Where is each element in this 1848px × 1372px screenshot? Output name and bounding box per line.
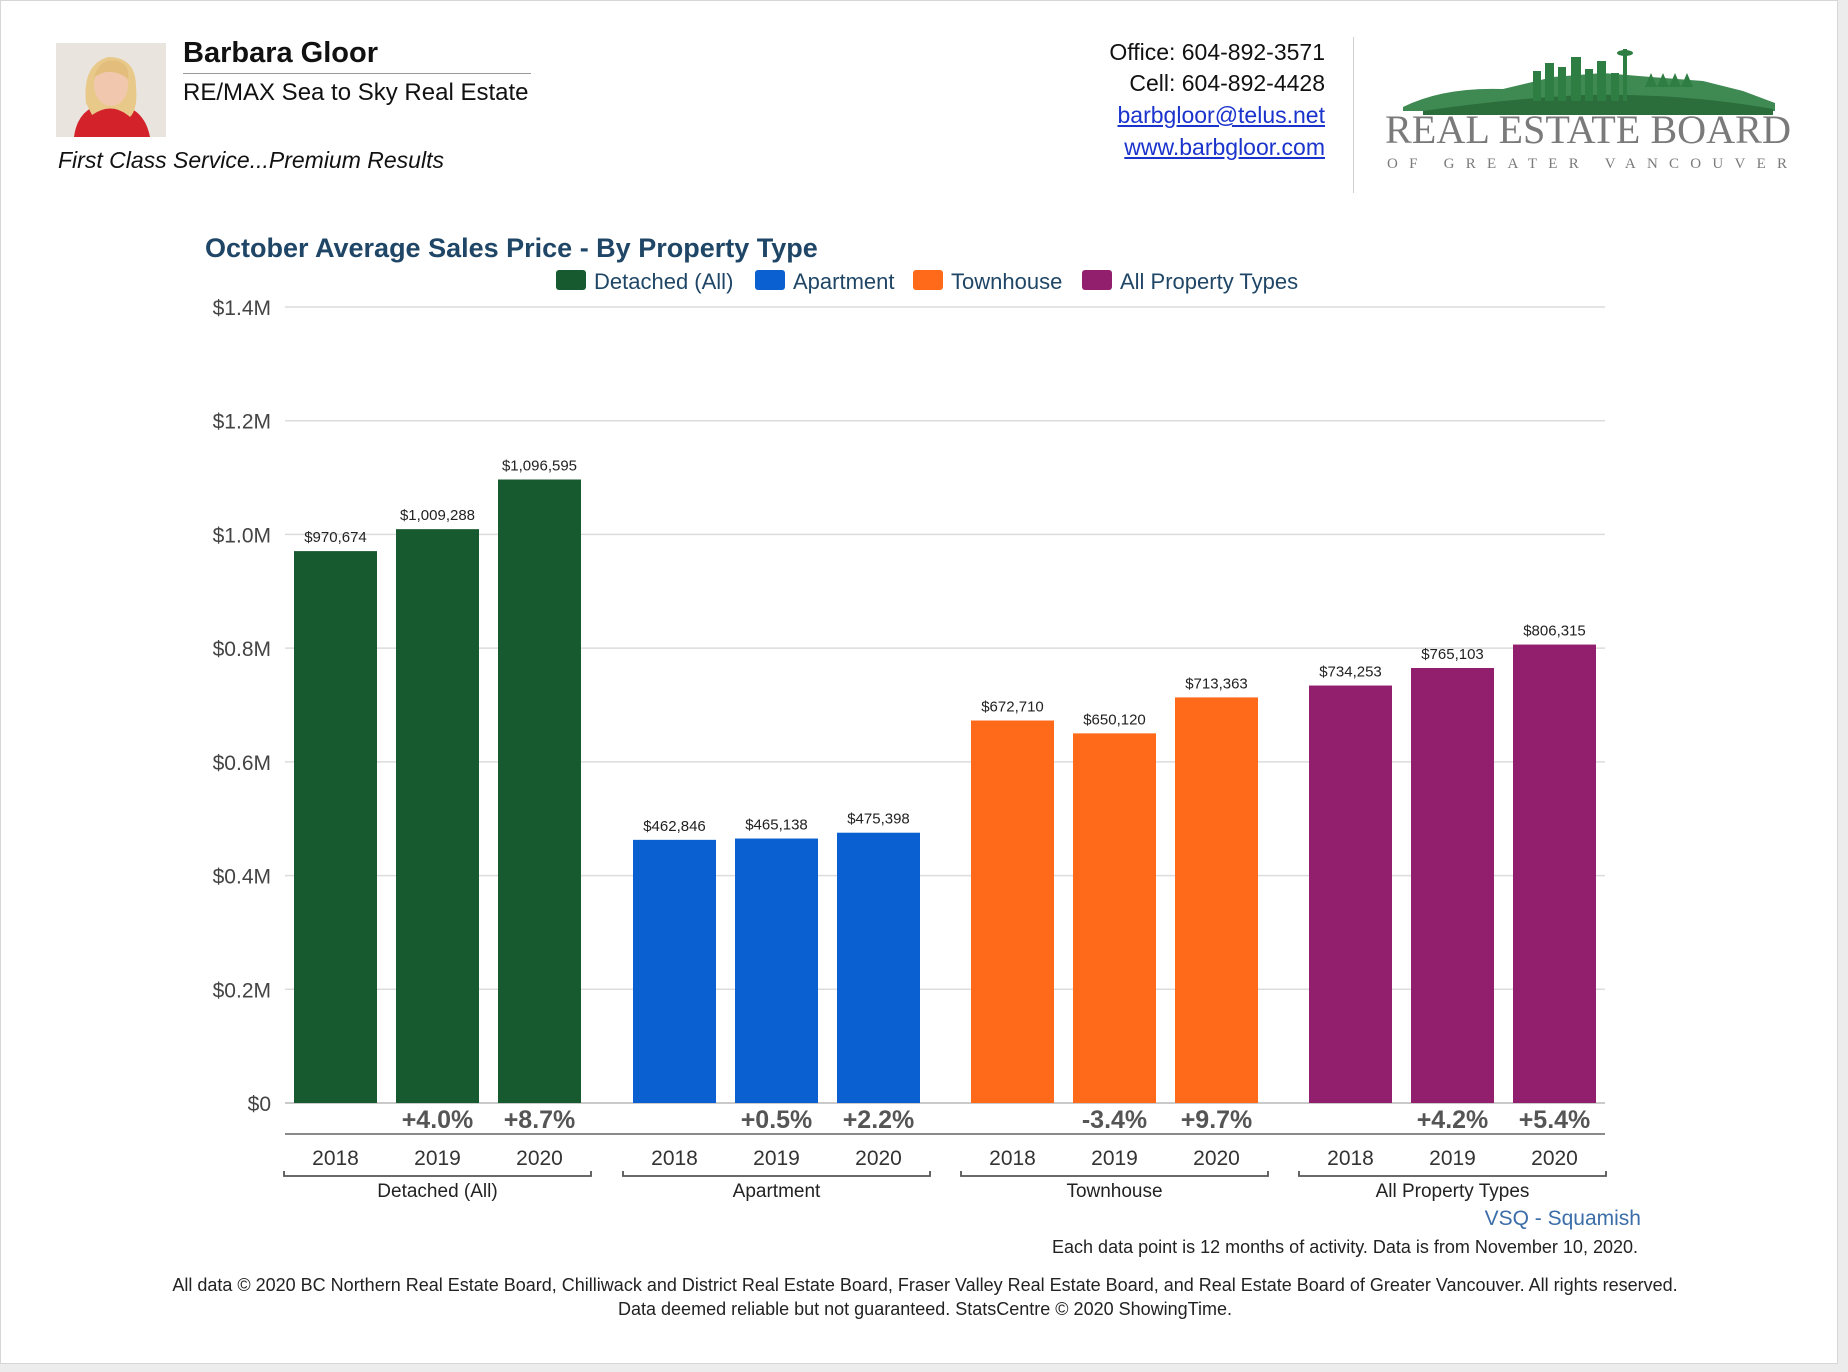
y-tick-label: $1.2M (213, 411, 271, 434)
bar-value-label: $713,363 (1185, 675, 1248, 692)
legend-swatch (1082, 270, 1112, 290)
change-label: +5.4% (1519, 1106, 1591, 1134)
x-axis: 2018 2019 2020 Detached (All) 2018 2019 2020 Ap… (283, 1133, 1607, 1202)
bar-value-label: $475,398 (847, 811, 910, 828)
group-label: Detached (All) (377, 1181, 497, 1202)
bar (837, 832, 920, 1103)
chart-legend: Detached (All) Apartment Townhouse All Prop… (556, 269, 1298, 294)
x-tick-label: 2018 (651, 1147, 698, 1170)
chart-title: October Average Sales Price - By Propert… (205, 233, 818, 263)
x-tick-label: 2019 (753, 1147, 800, 1170)
bar-value-label: $465,138 (745, 817, 808, 834)
change-label: +0.5% (741, 1106, 813, 1134)
x-tick-label: 2018 (1327, 1147, 1374, 1170)
bar-value-label: $1,009,288 (400, 507, 475, 524)
agent-company: RE/MAX Sea to Sky Real Estate (183, 79, 529, 106)
group-label: Apartment (733, 1181, 821, 1202)
office-phone: Office: 604-892-3571 (1109, 39, 1325, 65)
email-link[interactable]: barbgloor@telus.net (1117, 102, 1325, 128)
x-tick-label: 2019 (1091, 1147, 1138, 1170)
value-labels: $970,674 $1,009,288 $1,096,595 $462,846 $465… (304, 458, 1586, 835)
bar (1411, 667, 1494, 1103)
change-label: -3.4% (1082, 1106, 1147, 1134)
bar (294, 551, 377, 1103)
bar-value-label: $1,096,595 (502, 458, 577, 475)
x-tick-label: 2018 (312, 1147, 359, 1170)
legend-label: Detached (All) (594, 269, 733, 294)
bar (633, 839, 716, 1103)
x-tick-label: 2019 (414, 1147, 461, 1170)
bar (1175, 697, 1258, 1103)
bar-value-label: $806,315 (1523, 623, 1586, 640)
bar-value-label: $970,674 (304, 529, 367, 546)
legend-swatch (556, 270, 586, 290)
bar (971, 720, 1054, 1103)
cell-phone: Cell: 604-892-4428 (1129, 70, 1325, 96)
y-tick-label: $1.4M (213, 297, 271, 320)
contact-block: Office: 604-892-3571 Cell: 604-892-4428 … (945, 39, 1325, 169)
legend-label: Apartment (793, 269, 895, 294)
bar-value-label: $734,253 (1319, 664, 1382, 681)
agent-name: Barbara Gloor (183, 37, 378, 69)
y-tick-label: $0.6M (213, 752, 271, 775)
region-label: VSQ - Squamish (1484, 1207, 1641, 1230)
bar-value-label: $765,103 (1421, 646, 1484, 663)
board-logo-title: REAL ESTATE BOARD (1385, 107, 1791, 152)
change-labels: +4.0% +8.7% +0.5% +2.2% -3.4% +9.7% +4.2% +5.4% (402, 1106, 1591, 1134)
data-note: Each data point is 12 months of activity… (1052, 1237, 1638, 1257)
y-tick-label: $0.4M (213, 866, 271, 889)
skyline-graphic (1403, 49, 1775, 115)
group-label: All Property Types (1376, 1181, 1530, 1202)
bar-value-label: $650,120 (1083, 711, 1146, 728)
x-tick-label: 2018 (989, 1147, 1036, 1170)
header-divider (1353, 37, 1354, 193)
bar (498, 479, 581, 1103)
change-label: +8.7% (504, 1106, 576, 1134)
legend-swatch (913, 270, 943, 290)
change-label: +9.7% (1181, 1106, 1253, 1134)
sales-price-chart: October Average Sales Price - By Propert… (205, 233, 1607, 1202)
copyright-note: All data © 2020 BC Northern Real Estate … (1, 1273, 1848, 1321)
bar (1513, 644, 1596, 1103)
x-tick-label: 2020 (855, 1147, 902, 1170)
legend-label: All Property Types (1120, 269, 1298, 294)
change-label: +4.2% (1417, 1106, 1489, 1134)
bar (735, 838, 818, 1103)
y-tick-label: $1.0M (213, 524, 271, 547)
group-bracket (1298, 1171, 1607, 1177)
website-link[interactable]: www.barbgloor.com (1124, 134, 1325, 160)
x-tick-label: 2020 (516, 1147, 563, 1170)
name-divider (183, 73, 531, 74)
legend-label: Townhouse (951, 269, 1062, 294)
x-tick-label: 2020 (1193, 1147, 1240, 1170)
x-tick-label: 2020 (1531, 1147, 1578, 1170)
change-label: +2.2% (843, 1106, 915, 1134)
y-tick-label: $0.8M (213, 638, 271, 661)
board-logo: REAL ESTATE BOARD OF GREATER VANCOUVER (1383, 47, 1795, 187)
chart-bars (294, 479, 1596, 1103)
bar-value-label: $462,846 (643, 818, 706, 835)
y-tick-label: $0.2M (213, 979, 271, 1002)
bar (396, 529, 479, 1103)
change-label: +4.0% (402, 1106, 474, 1134)
group-bracket (960, 1171, 1269, 1177)
agent-photo (56, 43, 166, 137)
chart-grid (285, 306, 1605, 1104)
x-tick-label: 2019 (1429, 1147, 1476, 1170)
group-bracket (622, 1171, 931, 1177)
bar-value-label: $672,710 (981, 699, 1044, 716)
bar (1309, 685, 1392, 1103)
legend-swatch (755, 270, 785, 290)
bar (1073, 733, 1156, 1103)
agent-tagline: First Class Service...Premium Results (58, 147, 444, 173)
copyright-line-1: All data © 2020 BC Northern Real Estate … (172, 1275, 1678, 1295)
y-tick-label: $0 (248, 1093, 271, 1116)
board-logo-subtitle: OF GREATER VANCOUVER (1387, 156, 1787, 172)
copyright-line-2: Data deemed reliable but not guaranteed.… (618, 1299, 1232, 1319)
group-label: Townhouse (1066, 1181, 1162, 1202)
y-axis: $0 $0.2M $0.4M $0.6M $0.8M $1.0M $1.2M $1.4M (213, 297, 271, 1116)
group-bracket (283, 1171, 592, 1177)
